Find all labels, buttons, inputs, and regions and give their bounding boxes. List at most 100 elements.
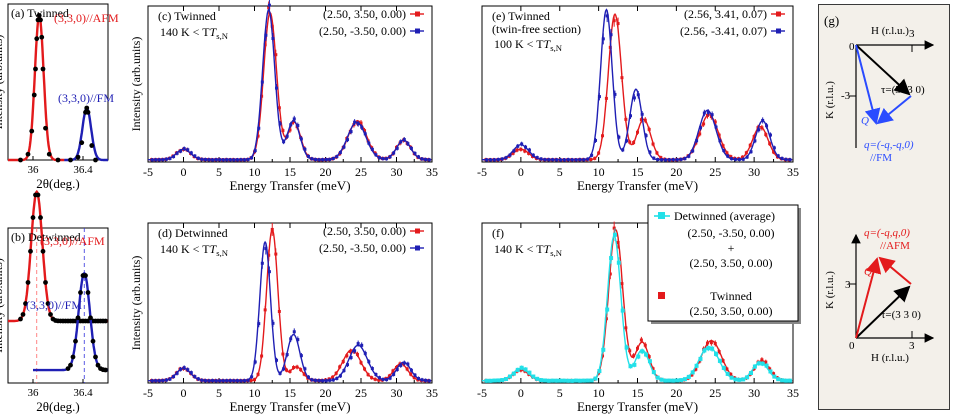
legend-marker-d [415,228,420,234]
data-point-e [586,157,590,161]
data-point-b [75,315,81,321]
data-point-c [385,157,389,161]
data-point-e [644,134,648,138]
data-point-f [535,376,540,381]
data-point-e [698,126,702,130]
data-point-c [392,151,396,155]
data-point-e [620,76,624,80]
data-point-f [612,226,616,230]
x-tick-label-d: 25 [355,386,367,400]
data-point-d [228,379,232,383]
data-point-f [705,341,709,345]
data-point-f [636,346,639,350]
data-point-c [427,158,431,162]
data-point-d [168,377,172,381]
data-point-e [531,153,535,157]
data-point-e [733,157,737,161]
data-point-d [182,366,186,370]
data-point-e [643,118,647,122]
data-point-b [20,312,26,317]
data-point-d [281,352,285,356]
data-point-e [725,151,729,155]
data-point-d [306,375,310,379]
data-point-c [275,86,279,90]
data-point-e [555,158,559,162]
data-point-e [667,158,671,162]
legend-marker-c [415,11,420,17]
data-point-a [84,105,90,111]
data-point-a [55,157,61,163]
data-point-f [574,378,579,383]
data-point-f [628,349,632,353]
data-point-c [221,158,225,162]
y-axis-label-a: Intensity (arb.units) [0,35,5,130]
data-point-f [776,377,781,382]
x-tick-label-d: 10 [249,386,261,400]
k-axis-label-top: K (r.l.u.) [824,81,836,119]
data-point-d [260,261,264,265]
legend-label-d: (2.50, -3.50, 0.00) [319,241,406,255]
data-point-f [702,348,707,353]
data-point-d [409,372,413,376]
data-point-f [527,370,532,375]
data-point-b [88,315,93,321]
data-point-f [612,232,617,237]
data-point-f [698,359,702,363]
data-point-e [597,95,601,99]
data-point-c [374,153,378,157]
data-point-e [683,157,687,161]
data-point-c [263,43,267,47]
data-point-d [331,378,335,382]
data-point-f [714,352,719,357]
data-point-c [267,3,271,7]
data-point-b [23,301,28,306]
x-tick-label-a: 36 [28,164,40,176]
data-point-b [35,192,41,198]
x-tick-label-f: 0 [518,386,524,400]
q-type-label-top: //FM [870,152,892,164]
data-point-e [551,158,555,162]
data-point-b [90,338,96,344]
data-point-c [409,146,413,150]
data-point-c [406,142,410,146]
data-point-f [752,364,757,369]
data-point-c [314,157,318,161]
data-point-d [154,379,158,383]
data-point-d [172,375,176,379]
data-point-e [624,117,628,121]
axes-frame-b [7,227,109,384]
data-point-d [359,361,363,365]
data-point-f [597,369,602,374]
data-point-f [554,378,559,383]
q-type-label-bottom: //AFM [880,240,910,252]
data-point-c [399,140,403,144]
x-tick-label-c: 25 [355,165,367,179]
data-point-f [686,374,691,379]
data-point-d [267,253,271,257]
data-point-b [85,290,91,295]
data-point-f [601,354,605,358]
x-tick-label-c: -5 [143,165,153,179]
data-point-d [338,374,342,378]
data-point-c [239,158,243,162]
data-point-e [687,154,691,158]
data-point-f [675,378,680,383]
data-point-e [757,128,761,132]
data-point-b [30,215,36,220]
legend-label-f: Detwinned (average) [674,209,775,223]
data-point-d [370,376,374,380]
data-point-e [523,149,527,153]
data-point-c [204,158,208,162]
data-point-d [207,379,211,383]
k-tick-label-top: -3 [841,90,851,102]
data-point-f [632,354,636,358]
data-point-e [780,156,784,160]
data-point-e [726,154,730,158]
data-point-f [768,367,772,371]
data-point-c [395,146,399,150]
data-point-f [640,349,645,354]
data-point-c [271,36,275,40]
data-point-e [632,141,636,145]
data-point-e [605,14,609,18]
data-point-d [200,378,204,382]
